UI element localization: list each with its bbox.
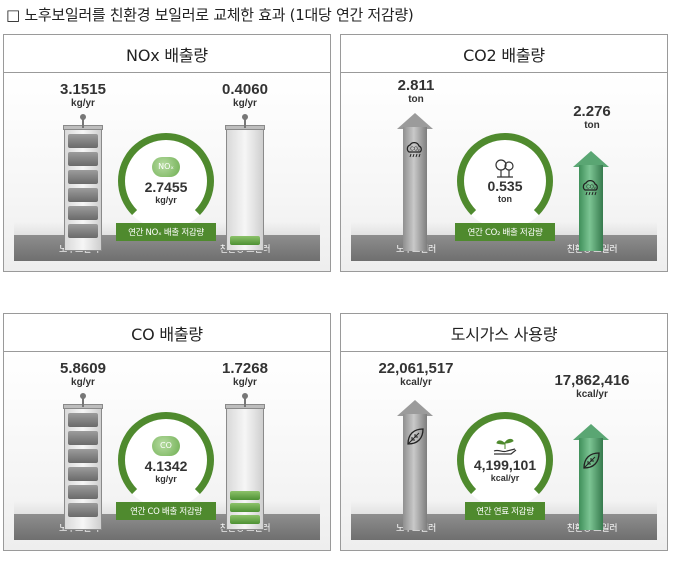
new-gas-arrow — [573, 424, 609, 530]
co2-panel: CO2 배출량 노후보일러 친환경 보일러 2.811 ton 2.276 to… — [340, 34, 668, 272]
co2-reduction-unit: ton — [498, 193, 512, 204]
co2-cloud-icon: CO₂ — [406, 142, 422, 158]
eco-boiler-cabinet — [225, 393, 265, 530]
nox-panel: NOx 배출량 노후보일러 친환경 보일러 3.1515 kg/yr 0.406… — [3, 34, 331, 272]
gas-reduction-badge: 연간 연료 저감량 — [465, 502, 545, 520]
nox-reduction-badge: 연간 NOₓ 배출 저감량 — [116, 223, 216, 241]
co2-cloud-icon: CO₂ — [582, 180, 598, 196]
co2-reduction-badge: 연간 CO₂ 배출 저감량 — [455, 223, 555, 241]
old-gas-value: 22,061,517 kcal/yr — [378, 360, 454, 389]
nox-cloud-icon: NOₓ — [152, 156, 180, 177]
page-title: □ 노후보일러를 친환경 보일러로 교체한 효과 (1대당 연간 저감량) — [6, 6, 414, 24]
new-gas-value: 17,862,416 kcal/yr — [554, 372, 630, 401]
new-co2-value: 2.276 ton — [573, 103, 611, 132]
old-nox-value: 3.1515 kg/yr — [60, 81, 106, 110]
gas-reduction-unit: kcal/yr — [490, 472, 520, 483]
gas-panel-title: 도시가스 사용량 — [341, 314, 667, 352]
gas-panel: 도시가스 사용량 노후보일러 친환경 보일러 22,061,517 kcal/y… — [340, 313, 668, 551]
nox-panel-title: NOx 배출량 — [4, 35, 330, 73]
nox-reduction-ring: NOₓ 2.7455 kg/yr — [118, 133, 214, 229]
leaf-icon — [583, 452, 600, 469]
co-reduction-ring: CO 4.1342 kg/yr — [118, 412, 214, 508]
old-co-value: 5.8609 kg/yr — [60, 360, 106, 389]
co-reduction-badge: 연간 CO 배출 저감량 — [116, 502, 216, 520]
svg-text:CO₂: CO₂ — [410, 147, 420, 153]
eco-boiler-cabinet — [225, 114, 265, 251]
old-co2-value: 2.811 ton — [397, 77, 435, 106]
leaf-icon — [407, 428, 424, 445]
co2-panel-title: CO2 배출량 — [341, 35, 667, 73]
co-panel: CO 배출량 노후보일러 친환경 보일러 5.8609 kg/yr 1.7268… — [3, 313, 331, 551]
svg-text:CO₂: CO₂ — [586, 185, 596, 191]
co-cloud-icon: CO — [152, 435, 180, 456]
tree-icon — [495, 158, 514, 178]
co2-reduction-ring: 0.535 ton — [457, 133, 553, 229]
new-co-value: 1.7268 kg/yr — [222, 360, 268, 389]
new-co2-arrow: CO₂ — [573, 151, 609, 251]
nox-reduction-value: 2.7455 — [144, 178, 188, 195]
new-nox-value: 0.4060 kg/yr — [222, 81, 268, 110]
nox-reduction-unit: kg/yr — [155, 194, 177, 205]
co-panel-title: CO 배출량 — [4, 314, 330, 352]
sprout-in-hand-icon — [493, 438, 517, 455]
co-reduction-value: 4.1342 — [144, 457, 188, 474]
gas-reduction-ring: 4,199,101 kcal/yr — [457, 412, 553, 508]
old-boiler-cabinet — [63, 114, 103, 251]
old-gas-arrow — [397, 400, 433, 530]
co-reduction-unit: kg/yr — [155, 473, 177, 484]
co2-reduction-value: 0.535 — [487, 177, 523, 194]
old-co2-arrow: CO₂ — [397, 113, 433, 251]
gas-reduction-value: 4,199,101 — [473, 456, 537, 473]
old-boiler-cabinet — [63, 393, 103, 530]
